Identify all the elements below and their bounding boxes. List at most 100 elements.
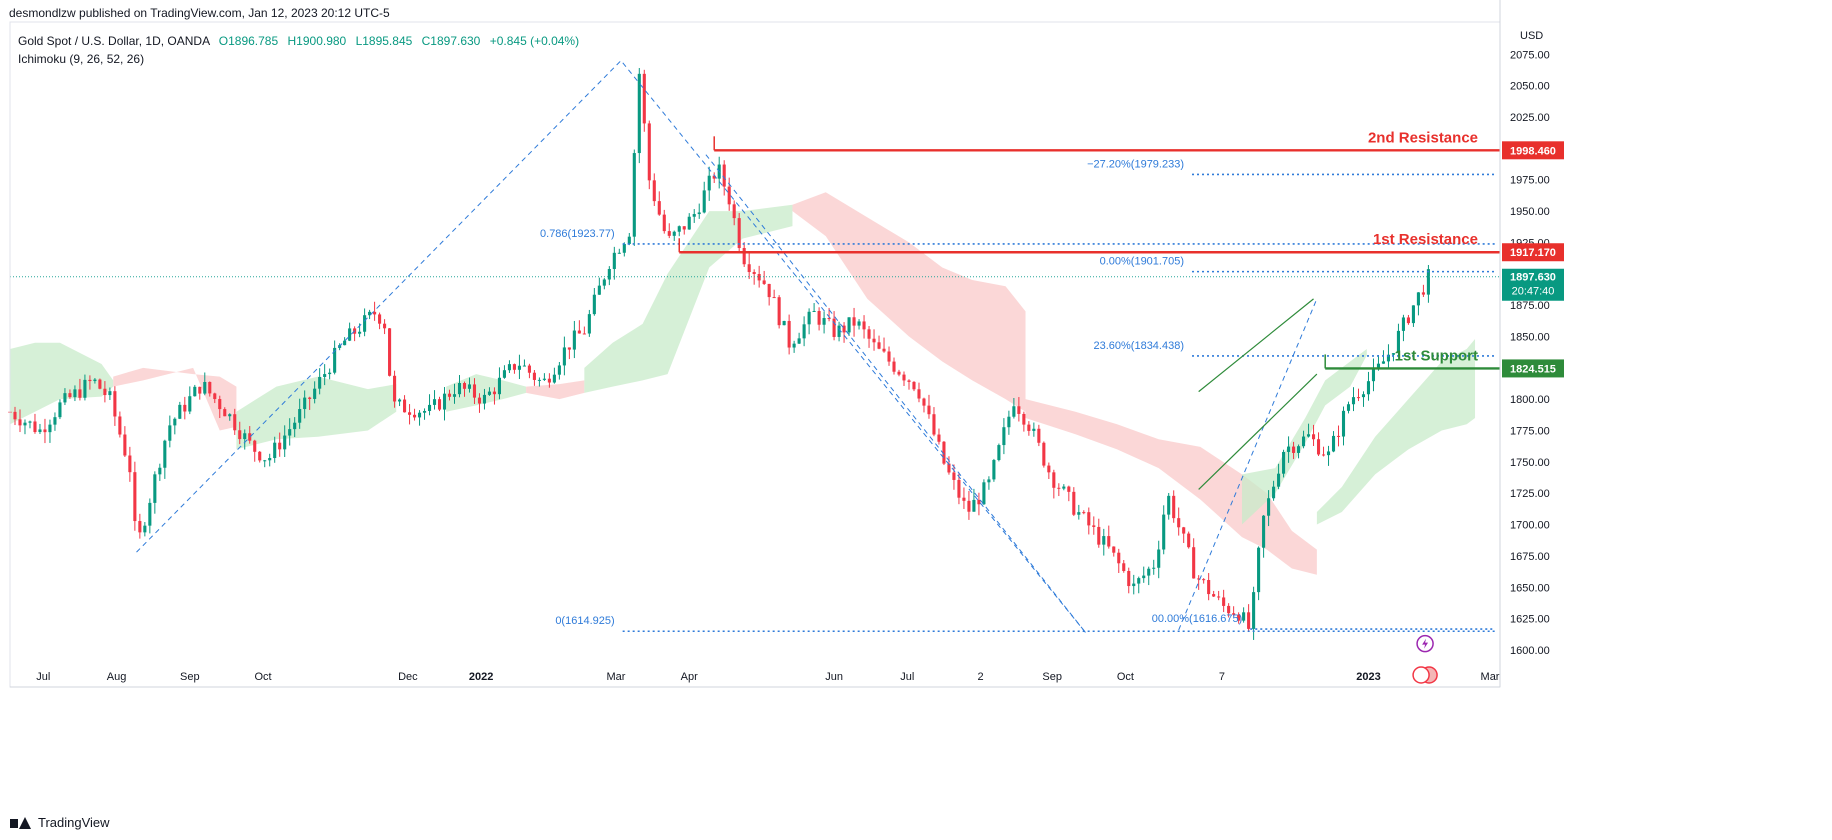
lightning-icon	[1422, 638, 1429, 649]
candle-up	[1147, 568, 1151, 576]
candle-up	[1272, 486, 1276, 499]
y-tick-label: 1775.00	[1510, 426, 1550, 438]
candle-up	[358, 331, 362, 334]
candle-down	[218, 399, 222, 410]
candle-down	[248, 433, 252, 441]
candle-up	[38, 429, 42, 433]
candle-up	[1331, 435, 1336, 452]
candle-up	[627, 236, 631, 244]
candle-down	[68, 393, 72, 398]
x-tick-label: Mar	[1481, 671, 1500, 683]
indicator-legend: Ichimoku (9, 26, 52, 26)	[18, 52, 145, 66]
x-tick-label: 2	[978, 671, 984, 683]
candle-down	[1336, 435, 1341, 437]
candle-up	[562, 347, 566, 366]
x-tick-label: Jul	[900, 671, 914, 683]
candle-up	[837, 325, 841, 337]
candle-up	[1297, 446, 1301, 453]
candle-up	[73, 389, 77, 398]
candle-down	[1187, 533, 1191, 548]
fib-extension-leg	[1178, 298, 1318, 631]
candle-up	[83, 379, 87, 398]
candle-down	[1182, 527, 1186, 534]
candle-down	[867, 329, 871, 339]
y-tick-label: 2075.00	[1510, 49, 1550, 61]
candle-up	[702, 190, 706, 213]
candle-up	[58, 402, 62, 418]
candle-up	[1287, 446, 1291, 452]
candle-down	[1087, 512, 1091, 526]
x-tick-label: Jun	[825, 671, 843, 683]
candle-up	[857, 321, 861, 326]
y-tick-label: 2050.00	[1510, 81, 1550, 93]
candle-up	[1366, 381, 1371, 395]
candlesticks	[8, 68, 1430, 640]
candle-down	[937, 434, 941, 442]
candle-up	[822, 318, 826, 325]
candle-down	[43, 429, 47, 433]
countdown-text: 20:47:40	[1512, 286, 1555, 298]
candle-down	[278, 442, 282, 450]
candle-up	[847, 317, 851, 333]
candle-down	[922, 398, 926, 406]
candle-up	[1391, 353, 1396, 355]
candle-up	[617, 252, 621, 254]
candle-down	[1097, 526, 1101, 545]
candle-down	[512, 364, 516, 370]
candle-down	[642, 73, 646, 124]
candle-down	[817, 310, 821, 325]
candle-down	[747, 264, 751, 273]
candle-down	[967, 500, 971, 512]
candle-down	[567, 347, 571, 350]
candle-up	[417, 412, 422, 418]
candle-up	[348, 328, 352, 341]
candle-down	[1127, 570, 1131, 587]
candle-up	[1012, 406, 1016, 417]
candle-down	[742, 248, 746, 265]
candle-down	[477, 397, 482, 404]
candle-up	[1396, 330, 1400, 354]
tradingview-logo-icon	[10, 816, 32, 830]
candle-up	[243, 433, 247, 440]
candle-down	[1042, 442, 1046, 466]
candle-down	[238, 430, 242, 440]
candle-down	[927, 405, 931, 415]
support-price-text: 1824.515	[1510, 363, 1556, 375]
candle-down	[962, 497, 966, 501]
candle-up	[557, 365, 561, 375]
candle-up	[1152, 567, 1156, 569]
candle-down	[383, 323, 387, 329]
candle-down	[732, 204, 736, 219]
candle-down	[527, 365, 531, 373]
candle-up	[93, 379, 97, 382]
candle-down	[882, 348, 886, 352]
currency-label: USD	[1520, 30, 1543, 42]
candle-up	[178, 404, 182, 419]
candle-down	[1112, 546, 1116, 553]
candle-down	[308, 397, 312, 399]
candle-up	[792, 343, 796, 348]
candle-up	[1157, 549, 1161, 568]
candle-down	[787, 320, 791, 348]
candle-down	[532, 372, 536, 380]
candle-up	[163, 440, 167, 468]
candle-up	[1257, 547, 1261, 593]
candle-down	[118, 416, 122, 435]
candle-down	[208, 381, 212, 394]
candle-up	[288, 429, 292, 436]
candle-down	[1217, 596, 1221, 598]
candle-down	[123, 434, 127, 456]
candle-up	[612, 252, 616, 270]
candle-down	[33, 421, 37, 433]
y-tick-label: 1950.00	[1510, 206, 1550, 218]
candle-up	[363, 315, 367, 332]
candle-down	[1406, 317, 1410, 324]
candle-down	[752, 272, 756, 275]
candle-down	[183, 404, 187, 412]
candle-up	[1371, 368, 1376, 382]
candle-up	[452, 394, 457, 397]
drawings: −27.20%(1979.233) 0.786(1923.77) 0.00%(190…	[10, 59, 1500, 684]
candle-up	[108, 391, 112, 396]
candle-up	[677, 226, 681, 232]
